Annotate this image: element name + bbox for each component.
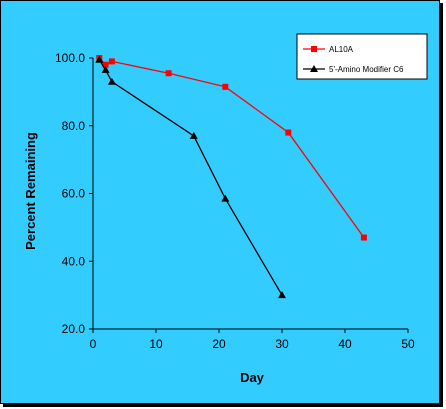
x-tick-label: 10 <box>149 337 163 351</box>
legend-box <box>296 33 428 80</box>
legend-label-al10a: AL10A <box>329 45 354 54</box>
data-point-al10a <box>102 61 109 68</box>
y-tick-label: 100.0 <box>55 51 85 65</box>
y-tick-label: 80.0 <box>62 119 86 133</box>
line-chart: 20.0 40.0 60.0 80.0 100.0 0 10 20 30 40 50 Day Pe… <box>23 33 428 385</box>
data-point-al10a <box>285 129 292 136</box>
legend-marker-al10a <box>311 46 317 52</box>
x-tick-label: 20 <box>212 337 226 351</box>
data-point-amino-modifier <box>107 77 116 85</box>
data-point-al10a <box>222 83 229 90</box>
y-tick-label: 60.0 <box>62 187 86 201</box>
data-point-amino-modifier <box>101 65 110 73</box>
y-tick-label: 20.0 <box>62 322 86 336</box>
data-point-amino-modifier <box>278 291 286 299</box>
x-tick-label: 0 <box>90 337 97 351</box>
legend-marker-amino <box>310 65 318 72</box>
data-point-al10a <box>360 234 367 241</box>
legend-label-amino: 5'-Amino Modifier C6 <box>329 65 404 74</box>
legend: AL10A 5'-Amino Modifier C6 <box>296 33 428 80</box>
data-point-al10a <box>108 58 115 65</box>
x-axis-title: Day <box>240 370 265 385</box>
x-tick-label: 40 <box>338 337 352 351</box>
data-point-al10a <box>165 70 172 77</box>
data-point-amino-modifier <box>189 131 198 139</box>
data-point-amino-modifier <box>221 194 230 202</box>
series-layer <box>95 55 367 299</box>
series-line-amino-modifier <box>98 59 283 296</box>
x-axis: 0 10 20 30 40 50 <box>90 328 415 351</box>
chart-frame: 20.0 40.0 60.0 80.0 100.0 0 10 20 30 40 50 Day Pe… <box>0 0 440 404</box>
data-point-amino-modifier <box>95 55 104 63</box>
y-axis-title: Percent Remaining <box>23 132 38 250</box>
y-axis: 20.0 40.0 60.0 80.0 100.0 <box>55 51 94 336</box>
y-tick-label: 40.0 <box>62 254 86 268</box>
x-tick-label: 50 <box>401 337 415 351</box>
x-tick-label: 30 <box>275 337 289 351</box>
